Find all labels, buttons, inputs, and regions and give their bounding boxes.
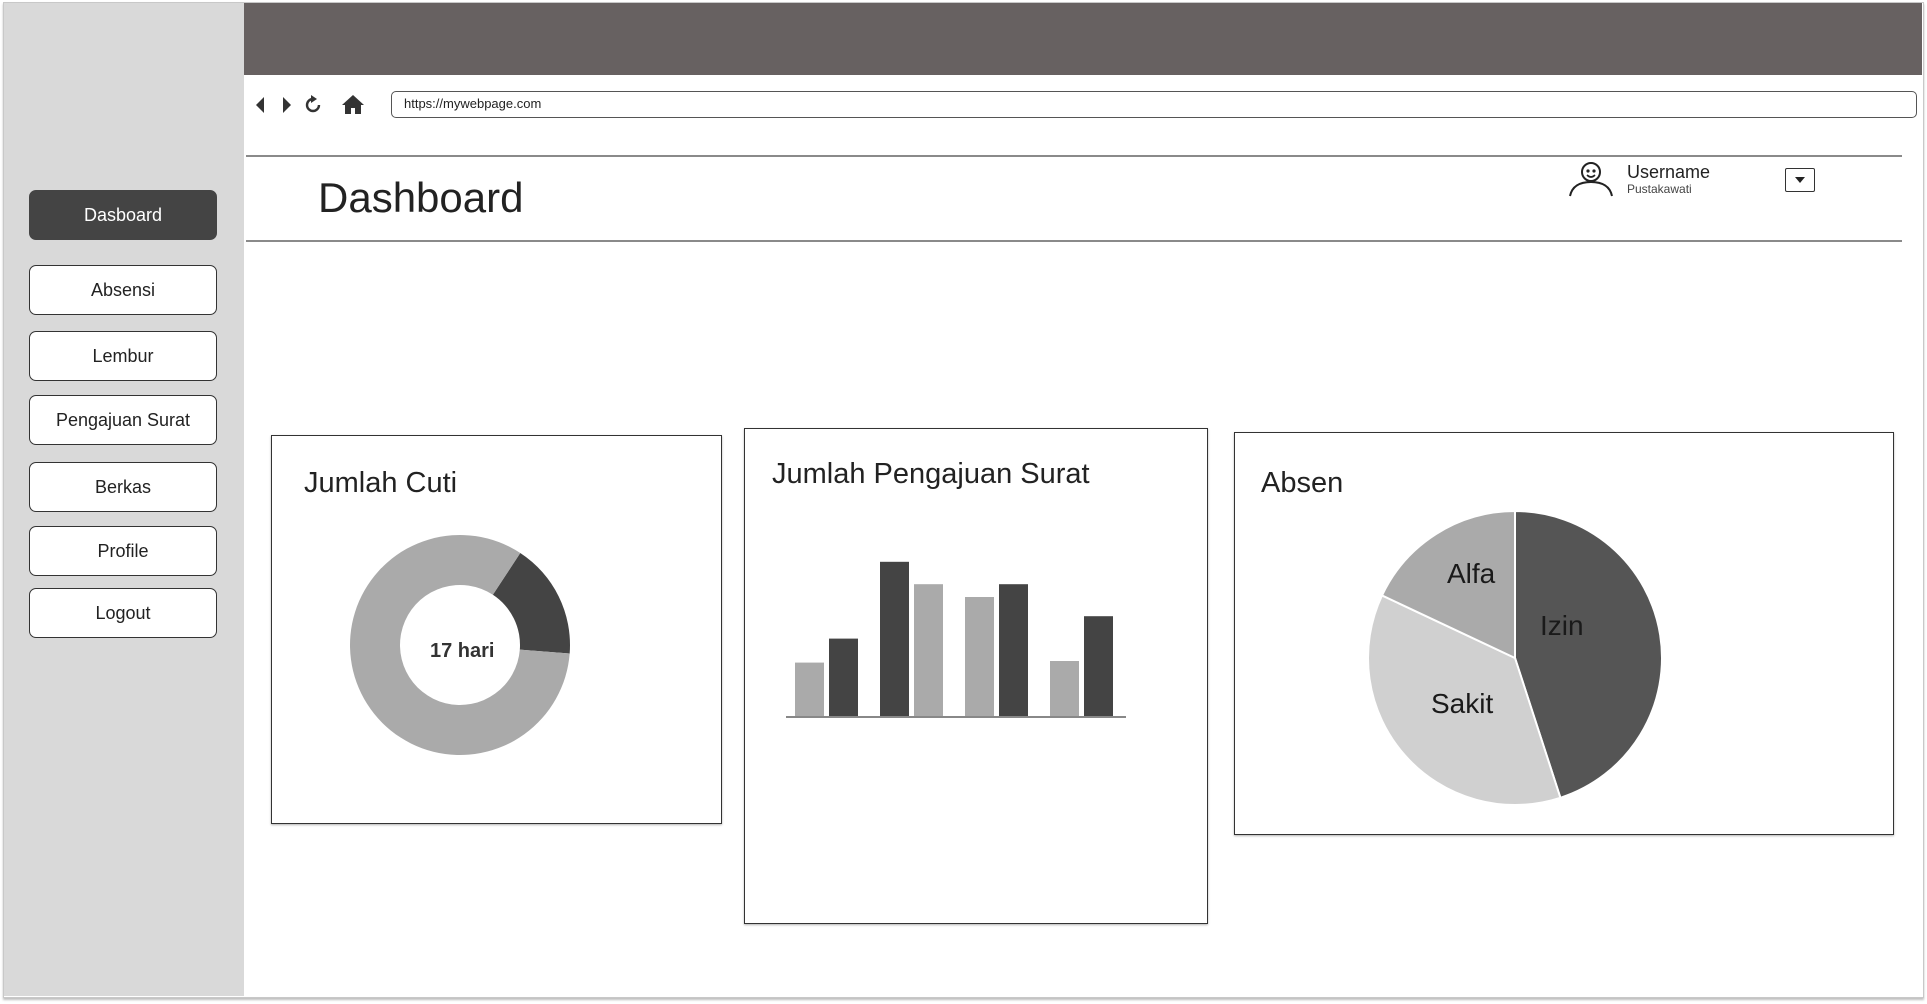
home-icon[interactable] xyxy=(340,93,366,117)
bar-g1-s1 xyxy=(914,584,943,717)
divider xyxy=(246,240,1902,242)
bar-g0-s1 xyxy=(829,638,858,717)
page-title: Dashboard xyxy=(318,174,524,221)
user-role-label: Pustakawati xyxy=(1627,182,1692,196)
donut-chart xyxy=(350,535,570,755)
card-title-absen: Absen xyxy=(1261,467,1344,499)
card-title-cuti: Jumlah Cuti xyxy=(304,467,458,499)
bar-g2-s1 xyxy=(999,584,1028,717)
user-dropdown-button[interactable] xyxy=(1785,168,1815,192)
sidebar-item-berkas[interactable]: Berkas xyxy=(29,462,217,512)
bar-g0-s0 xyxy=(795,662,824,717)
top-bar xyxy=(244,3,1922,75)
sidebar-item-dasboard[interactable]: Dasboard xyxy=(29,190,217,240)
donut-center-label: 17 hari xyxy=(430,640,495,662)
username-label: Username xyxy=(1627,162,1711,182)
pie-slice-alfa xyxy=(1380,509,1516,660)
bar-g3-s1 xyxy=(1084,616,1113,717)
sidebar-item-profile[interactable]: Profile xyxy=(29,526,217,576)
user-avatar-icon[interactable] xyxy=(1567,158,1615,198)
forward-arrow-icon[interactable] xyxy=(278,93,294,117)
bar-g3-s0 xyxy=(1050,661,1079,717)
donut-slice-0 xyxy=(492,552,570,654)
sidebar-item-pengajuan-surat[interactable]: Pengajuan Surat xyxy=(29,395,217,445)
reload-icon[interactable] xyxy=(301,93,325,117)
pie-slice-sakit xyxy=(1367,594,1562,805)
pie-label-izin: Izin xyxy=(1540,610,1584,641)
card-jumlah-cuti xyxy=(271,435,722,824)
pie-label-alfa: Alfa xyxy=(1447,558,1496,589)
divider xyxy=(246,155,1902,157)
sidebar-item-logout[interactable]: Logout xyxy=(29,588,217,638)
pie-chart xyxy=(1367,509,1663,805)
back-arrow-icon[interactable] xyxy=(253,93,269,117)
bar-g2-s0 xyxy=(965,597,994,717)
pie-label-sakit: Sakit xyxy=(1431,688,1494,719)
url-bar[interactable]: https://mywebpage.com xyxy=(391,91,1917,118)
chevron-down-icon xyxy=(1795,177,1805,183)
donut-slice-1 xyxy=(350,535,570,755)
sidebar-item-absensi[interactable]: Absensi xyxy=(29,265,217,315)
sidebar-item-lembur[interactable]: Lembur xyxy=(29,331,217,381)
bar-g1-s0 xyxy=(880,561,909,717)
bar-chart xyxy=(786,561,1126,718)
card-title-surat: Jumlah Pengajuan Surat xyxy=(772,458,1090,490)
pie-slice-izin xyxy=(1514,509,1663,800)
